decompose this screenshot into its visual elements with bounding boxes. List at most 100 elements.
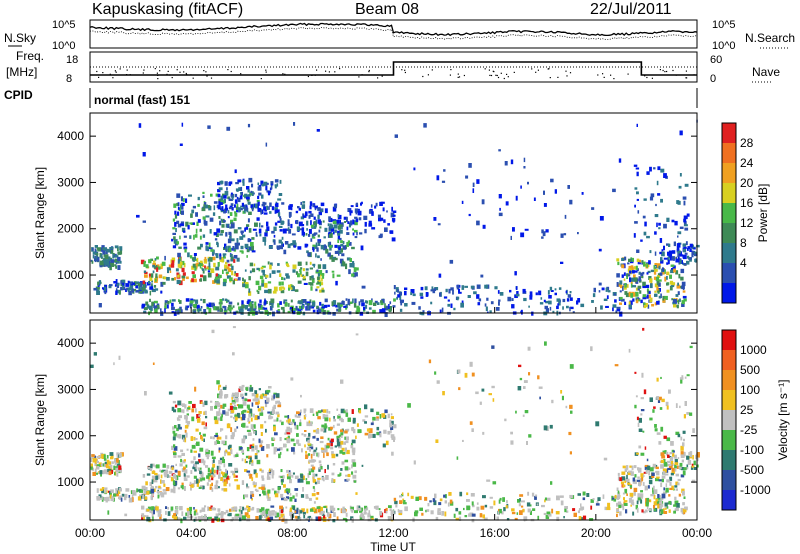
- echo-cell: [97, 247, 101, 252]
- echo-cell: [433, 217, 437, 221]
- echo-cell: [489, 496, 493, 499]
- echo-cell: [379, 233, 383, 238]
- echo-cell: [338, 252, 340, 256]
- echo-cell: [181, 434, 186, 440]
- freq-dot: [206, 75, 208, 77]
- echo-cell: [501, 511, 504, 515]
- echo-cell: [235, 416, 238, 421]
- echo-cell: [150, 486, 154, 490]
- echo-cell: [225, 384, 227, 389]
- echo-cell: [616, 487, 619, 491]
- echo-cell: [441, 180, 446, 183]
- echo-cell: [289, 507, 292, 510]
- echo-cell: [432, 498, 436, 502]
- echo-cell: [327, 304, 330, 307]
- echo-cell: [118, 496, 120, 500]
- echo-cell: [257, 182, 260, 186]
- freq-dot: [265, 71, 267, 73]
- echo-cell: [498, 149, 501, 152]
- echo-cell: [351, 246, 355, 250]
- echo-cell: [324, 417, 329, 422]
- echo-cell: [347, 473, 351, 478]
- echo-cell: [383, 429, 387, 434]
- echo-cell: [450, 303, 453, 308]
- echo-cell: [548, 295, 552, 299]
- echo-cell: [430, 301, 433, 305]
- echo-cell: [577, 493, 581, 496]
- freq-dot: [339, 68, 341, 70]
- echo-cell: [544, 305, 548, 310]
- echo-cell: [177, 424, 181, 429]
- echo-cell: [562, 298, 566, 303]
- echo-cell: [393, 424, 397, 429]
- echo-cell: [256, 508, 260, 513]
- echo-cell: [312, 233, 315, 236]
- echo-cell: [309, 201, 313, 206]
- echo-cell: [230, 449, 233, 455]
- echo-cell: [511, 508, 515, 512]
- echo-cell: [222, 406, 225, 409]
- echo-cell: [667, 454, 670, 458]
- echo-cell: [157, 494, 160, 499]
- echo-cell: [351, 409, 354, 414]
- echo-cell: [103, 247, 107, 252]
- echo-cell: [211, 456, 216, 460]
- colorbar-segment: [722, 470, 736, 491]
- echo-cell: [653, 276, 657, 280]
- echo-cell: [214, 278, 217, 283]
- echo-cell: [648, 475, 653, 479]
- echo-cell: [220, 404, 223, 409]
- echo-cell: [645, 469, 648, 474]
- echo-cell: [194, 234, 198, 238]
- echo-cell: [191, 257, 195, 261]
- echo-cell: [260, 210, 263, 215]
- echo-cell: [307, 439, 311, 443]
- echo-cell: [335, 280, 338, 286]
- echo-cell: [274, 493, 279, 498]
- echo-cell: [117, 251, 122, 255]
- echo-cell: [364, 432, 369, 436]
- echo-cell: [534, 495, 537, 500]
- echo-cell: [360, 299, 364, 303]
- echo-cell: [204, 220, 208, 226]
- velocity-panel-frame: [89, 319, 698, 521]
- echo-cell: [633, 285, 637, 288]
- echo-cell: [194, 467, 197, 472]
- echo-cell: [195, 443, 197, 446]
- echo-cell: [264, 232, 268, 237]
- echo-cell: [218, 407, 221, 413]
- echo-cell: [546, 511, 551, 515]
- echo-cell: [325, 475, 329, 480]
- echo-cell: [310, 464, 314, 467]
- echo-cell: [317, 207, 321, 211]
- echo-cell: [598, 290, 601, 293]
- echo-cell: [251, 301, 254, 304]
- echo-cell: [469, 361, 473, 367]
- echo-cell: [498, 301, 500, 306]
- echo-cell: [476, 220, 480, 226]
- echo-cell: [673, 504, 677, 507]
- echo-cell: [657, 166, 661, 171]
- echo-cell: [216, 228, 221, 233]
- echo-cell: [172, 400, 176, 404]
- echo-cell: [660, 482, 663, 488]
- echo-cell: [187, 407, 191, 410]
- echo-cell: [634, 277, 638, 282]
- echo-cell: [309, 508, 314, 512]
- nsky-tick-low: 10^0: [52, 40, 76, 52]
- echo-cell: [193, 507, 195, 510]
- echo-cell: [676, 503, 680, 508]
- echo-cell: [317, 255, 320, 259]
- echo-cell: [228, 483, 231, 487]
- echo-cell: [258, 309, 260, 313]
- echo-cell: [624, 468, 628, 472]
- echo-cell: [622, 505, 625, 511]
- freq-dot: [311, 74, 313, 76]
- echo-cell: [355, 435, 357, 439]
- echo-cell: [386, 305, 388, 311]
- echo-cell: [650, 193, 655, 198]
- echo-cell: [263, 394, 268, 397]
- echo-cell: [340, 408, 345, 414]
- echo-cell: [667, 259, 670, 265]
- freq-dot: [463, 74, 465, 77]
